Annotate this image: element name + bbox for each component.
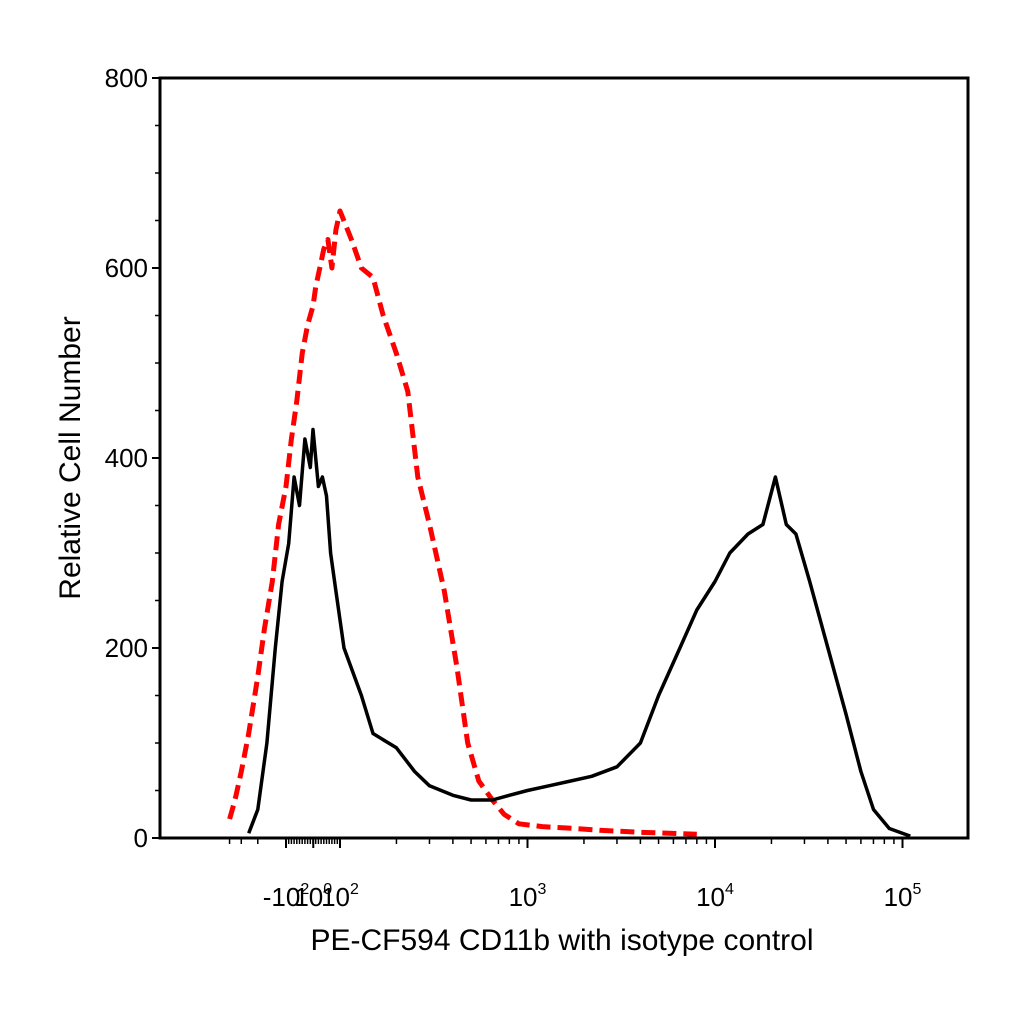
y-tick-label: 800 (105, 63, 148, 93)
y-tick-label: 0 (134, 823, 148, 853)
x-tick-label: 102 (321, 881, 359, 912)
x-tick-label: 104 (696, 881, 734, 912)
y-axis-label: Relative Cell Number (54, 316, 87, 599)
y-tick-label: 400 (105, 443, 148, 473)
y-axis: 0 200 400 600 800 (105, 63, 160, 853)
x-tick-label: 103 (509, 881, 547, 912)
x-axis-label: PE-CF594 CD11b with isotype control (311, 924, 814, 957)
y-tick-label: 600 (105, 253, 148, 283)
series-line-cd11b (247, 427, 911, 838)
x-tick-label: 100 (294, 881, 332, 912)
series-layer (227, 208, 911, 838)
x-tick-label: -102 (263, 881, 310, 912)
x-tick-label: 105 (884, 881, 922, 912)
series-line-isotype-control (227, 208, 697, 837)
y-tick-label: 200 (105, 633, 148, 663)
